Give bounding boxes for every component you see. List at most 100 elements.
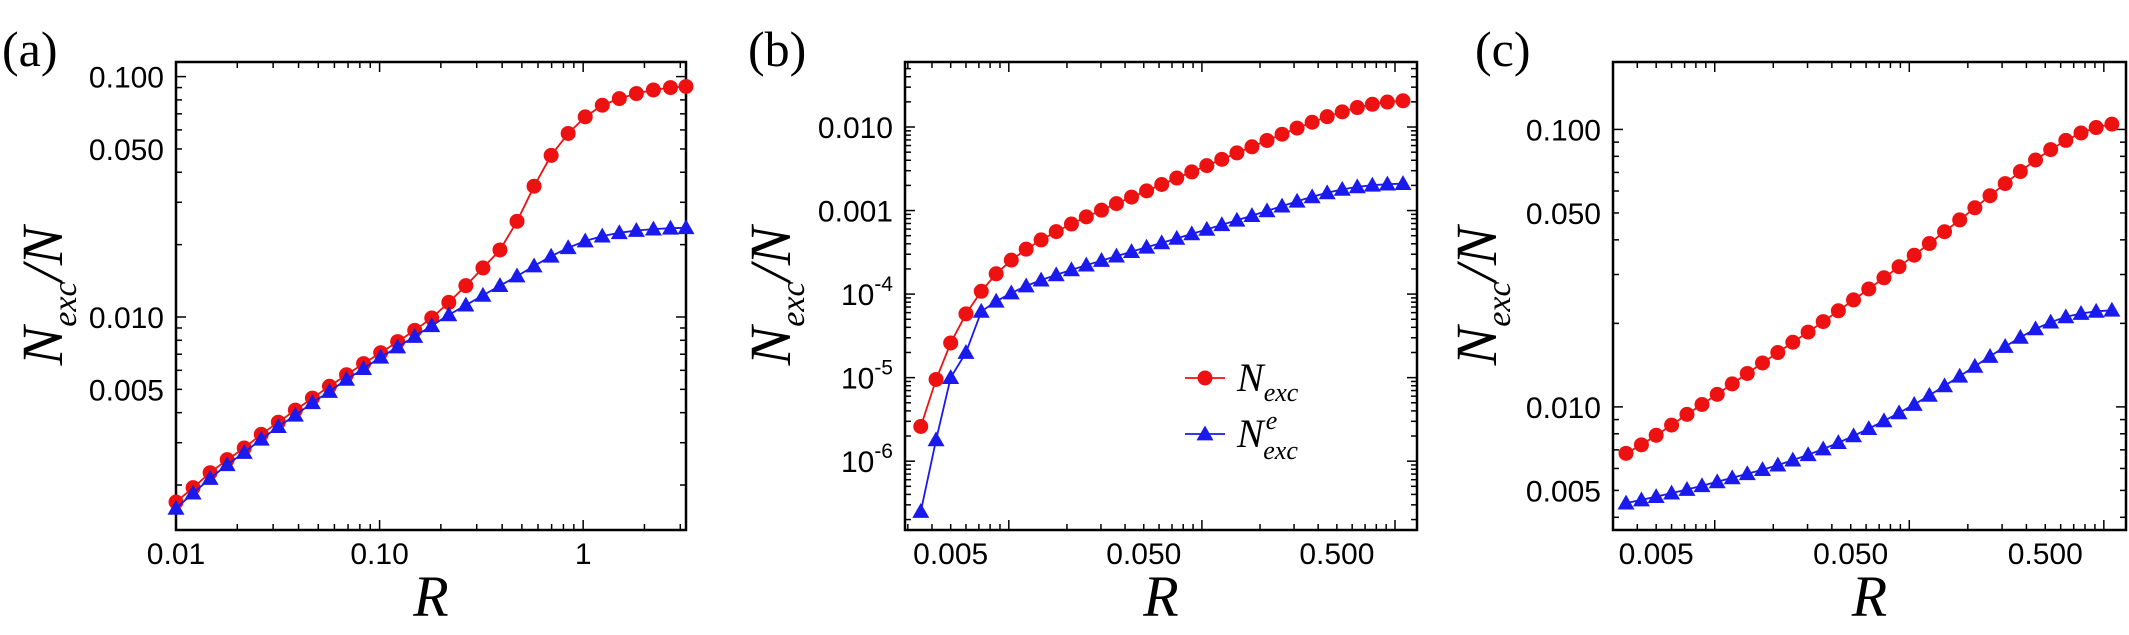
data-point	[1318, 184, 1336, 200]
data-point	[1214, 151, 1230, 167]
data-point	[1860, 420, 1878, 435]
panel-label: (c)	[1475, 21, 1531, 77]
data-point	[1003, 252, 1019, 268]
data-point	[1378, 175, 1396, 191]
data-point	[972, 302, 990, 318]
data-point	[1333, 180, 1351, 196]
data-point	[492, 242, 508, 258]
data-point	[1108, 196, 1124, 212]
data-point	[1289, 120, 1305, 136]
data-point	[389, 338, 407, 354]
data-point	[1951, 367, 1969, 383]
panel-label: (a)	[2, 21, 58, 77]
plot-frame	[1611, 60, 2128, 532]
data-point	[1032, 271, 1050, 287]
data-point	[1647, 488, 1665, 503]
data-point	[1244, 139, 1260, 155]
data-point	[644, 220, 662, 236]
data-point	[1062, 261, 1080, 277]
data-point	[1048, 224, 1064, 240]
data-point	[1982, 188, 1998, 204]
data-point	[1708, 473, 1726, 489]
data-point	[958, 306, 974, 322]
data-point	[1876, 270, 1892, 286]
x-tick-label: 0.01	[147, 538, 205, 571]
series-line	[919, 182, 1404, 512]
data-point	[167, 499, 185, 515]
data-point	[943, 335, 959, 351]
data-point	[1394, 175, 1412, 191]
data-point	[1829, 434, 1847, 450]
panel-1: 0.01 0.10 1 0.100 0.050 0.010 0.005 (a) R Nexc/N	[2, 21, 695, 629]
data-point	[1198, 220, 1216, 236]
data-point	[1664, 417, 1680, 433]
data-point	[987, 292, 1005, 308]
data-point	[269, 418, 287, 433]
y-tick-label: 10-5	[841, 357, 893, 396]
y-tick-label: 0.100	[1526, 114, 1601, 147]
data-point	[662, 80, 678, 96]
y-tick-label: 0.010	[89, 302, 164, 335]
data-point	[1002, 284, 1020, 300]
data-point	[645, 82, 661, 98]
data-point	[1273, 197, 1291, 213]
data-point	[1213, 216, 1231, 232]
y-tick-label: 10-4	[841, 273, 893, 312]
x-tick-label: 0.500	[1299, 538, 1374, 571]
data-point	[201, 469, 219, 485]
data-point	[1092, 252, 1110, 267]
data-point	[1694, 397, 1710, 413]
panel-label: (b)	[748, 21, 806, 77]
data-point	[1063, 216, 1079, 232]
series-n-exc	[913, 93, 1411, 435]
x-tick-label: 0.500	[2008, 538, 2083, 571]
data-point	[1617, 494, 1635, 510]
y-tick-label: 0.001	[818, 196, 893, 229]
data-point	[1349, 100, 1365, 116]
x-tick-label: 0.005	[913, 538, 988, 571]
data-point	[627, 221, 645, 237]
legend-marker	[1197, 370, 1213, 386]
data-point	[1154, 177, 1170, 193]
data-point	[1107, 247, 1125, 263]
series-n-exc-e	[1617, 301, 2121, 510]
data-point	[1618, 445, 1634, 461]
data-point	[912, 502, 930, 518]
data-point	[610, 224, 628, 240]
data-point	[1259, 132, 1275, 148]
series-line	[919, 99, 1404, 427]
data-point	[491, 277, 509, 293]
data-point	[1937, 224, 1953, 240]
data-point	[1379, 94, 1395, 110]
data-point	[1017, 277, 1035, 293]
data-point	[1243, 207, 1261, 222]
data-point	[218, 456, 236, 472]
data-point	[508, 267, 526, 283]
data-point	[628, 86, 644, 102]
data-point	[957, 343, 975, 359]
data-point	[2087, 302, 2105, 318]
data-point	[1920, 386, 1938, 402]
series-n-exc-e	[167, 219, 695, 515]
data-point	[942, 369, 960, 385]
data-point	[1936, 377, 1954, 393]
data-point	[1814, 440, 1832, 456]
data-point	[1258, 202, 1276, 218]
data-point	[474, 286, 492, 302]
y-axis-label: Nexc/N	[1444, 223, 1518, 366]
x-tick-label: 0.050	[1106, 538, 1181, 571]
data-point	[593, 227, 611, 243]
y-tick-label: 10-6	[841, 440, 893, 479]
data-point	[372, 348, 390, 364]
x-axis-label: R	[1142, 564, 1178, 629]
data-point	[577, 109, 593, 125]
data-point	[1906, 247, 1922, 263]
data-point	[1153, 234, 1171, 250]
plot-frame	[174, 60, 688, 532]
data-point	[338, 370, 356, 386]
data-point	[1785, 334, 1801, 350]
data-point	[2042, 313, 2060, 329]
data-point	[1693, 477, 1711, 493]
data-point	[1921, 236, 1937, 252]
